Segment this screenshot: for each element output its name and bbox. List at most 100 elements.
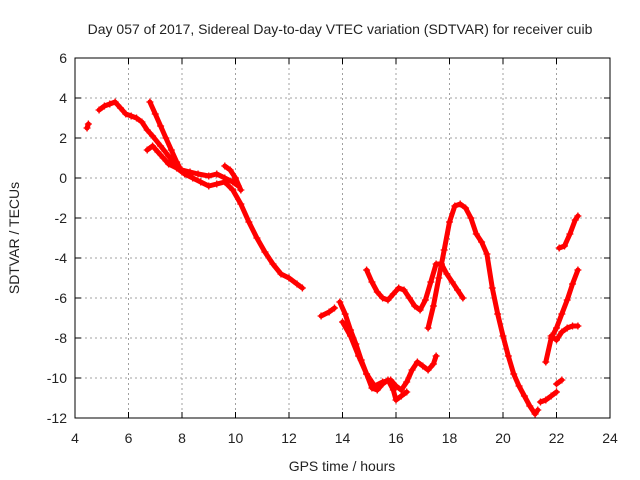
data-point <box>395 284 403 292</box>
data-point <box>138 118 146 126</box>
data-point <box>317 312 325 320</box>
y-tick-label: 0 <box>59 170 67 186</box>
data-point <box>194 170 202 178</box>
data-point <box>379 294 387 302</box>
data-point <box>424 324 432 332</box>
y-tick-label: -10 <box>47 370 67 386</box>
x-tick-label: 4 <box>71 430 79 446</box>
data-point <box>424 366 432 374</box>
data-point <box>416 306 424 314</box>
data-series-arc-5 <box>222 163 244 193</box>
data-point <box>520 392 528 400</box>
data-point <box>456 200 464 208</box>
data-point <box>122 110 130 118</box>
data-point <box>446 218 453 226</box>
data-point <box>397 392 405 400</box>
data-point <box>245 218 253 226</box>
data-point <box>566 230 574 238</box>
y-tick-label: -12 <box>47 410 67 426</box>
data-point <box>403 388 411 396</box>
y-tick-label: 2 <box>59 130 67 146</box>
data-point <box>427 278 435 286</box>
data-point <box>162 134 170 142</box>
chart-title: Day 057 of 2017, Sidereal Day-to-day VTE… <box>88 21 593 37</box>
data-point <box>298 284 306 292</box>
data-point <box>106 100 114 108</box>
y-axis-label: SDTVAR / TECUs <box>6 182 22 294</box>
data-point <box>205 172 213 180</box>
data-point <box>157 142 165 150</box>
data-point <box>443 270 451 278</box>
x-tick-label: 14 <box>335 430 351 446</box>
data-point <box>127 112 135 120</box>
data-point <box>363 266 371 274</box>
data-point <box>355 352 363 360</box>
data-point <box>392 382 400 390</box>
data-point <box>84 120 92 128</box>
data-point <box>392 396 400 404</box>
data-point <box>149 142 157 150</box>
data-point <box>111 98 119 106</box>
data-point <box>213 180 221 188</box>
data-point <box>133 114 141 122</box>
y-tick-label: -2 <box>55 210 68 226</box>
x-tick-label: 10 <box>228 430 244 446</box>
y-tick-label: 4 <box>59 90 67 106</box>
data-point <box>186 168 194 176</box>
data-point <box>232 174 239 182</box>
data-point <box>429 360 437 368</box>
data-point <box>542 396 550 404</box>
data-point <box>293 280 301 288</box>
data-point <box>151 110 159 118</box>
y-tick-label: 6 <box>59 50 67 66</box>
data-point <box>371 382 379 390</box>
data-point <box>173 158 181 166</box>
data-point <box>285 274 293 282</box>
data-point <box>384 296 392 304</box>
data-point <box>253 234 261 242</box>
data-point <box>387 376 395 384</box>
data-point <box>205 182 213 190</box>
data-point <box>379 378 387 386</box>
data-point <box>553 324 560 332</box>
data-point <box>408 366 416 374</box>
data-point <box>574 322 582 330</box>
data-point <box>116 104 124 112</box>
data-point <box>569 280 577 288</box>
data-point <box>448 278 456 286</box>
data-point <box>558 376 566 384</box>
data-point <box>454 286 462 294</box>
data-point <box>229 186 237 194</box>
y-tick-label: -6 <box>55 290 68 306</box>
data-point <box>553 336 560 344</box>
data-point <box>221 174 229 182</box>
x-tick-label: 22 <box>549 430 565 446</box>
data-point <box>526 402 534 410</box>
data-point <box>419 362 427 370</box>
data-point <box>325 308 333 316</box>
data-point <box>237 200 245 208</box>
data-point <box>499 332 507 340</box>
data-point <box>563 296 571 304</box>
data-point <box>536 398 544 406</box>
data-point <box>237 186 245 194</box>
data-point <box>330 304 338 312</box>
data-series-arc-3 <box>144 143 241 189</box>
data-point <box>467 214 475 222</box>
data-point <box>483 250 491 258</box>
data-series-arc-8 <box>340 319 439 393</box>
data-point <box>226 166 234 174</box>
data-point <box>269 260 277 268</box>
data-point <box>555 244 563 252</box>
data-point <box>574 266 582 274</box>
x-tick-label: 6 <box>125 430 133 446</box>
data-point <box>553 380 560 388</box>
data-point <box>178 168 186 176</box>
data-point <box>83 124 91 132</box>
data-point <box>563 324 571 332</box>
data-point <box>405 294 413 302</box>
data-point <box>213 170 221 178</box>
data-point <box>373 386 381 394</box>
